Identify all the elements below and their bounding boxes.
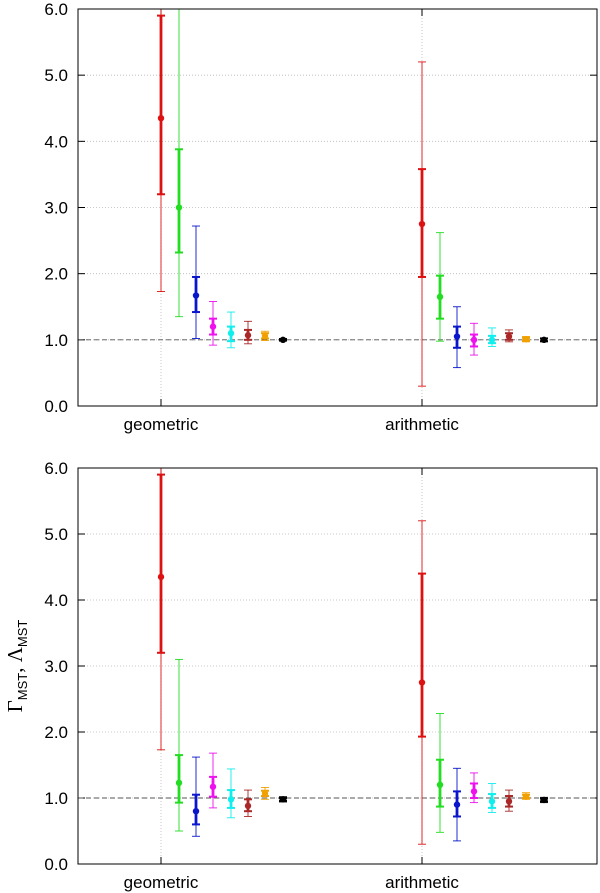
data-point [157, 573, 165, 581]
series-red-geometric [157, 9, 165, 292]
plot-frame [77, 8, 598, 407]
y-tick-label: 1.0 [44, 789, 68, 808]
data-point [418, 220, 426, 228]
series-brown-arithmetic [505, 789, 513, 812]
y-tick-label: 0.0 [44, 855, 68, 874]
data-point [279, 796, 287, 803]
series-cyan-geometric [227, 768, 235, 819]
series-brown-arithmetic [505, 329, 513, 343]
plot-frame [77, 467, 598, 865]
y-tick-label: 2.0 [44, 265, 68, 284]
data-point [488, 798, 496, 805]
y-tick-label: 4.0 [44, 591, 68, 610]
y-tick-label: 2.0 [44, 723, 68, 742]
series-magenta-arithmetic [470, 772, 478, 804]
category-label-geometric: geometric [124, 873, 199, 892]
series-orange-arithmetic [522, 792, 530, 800]
data-point [244, 332, 252, 339]
series-brown-geometric [244, 789, 252, 817]
series-cyan-arithmetic [488, 783, 496, 813]
series-green-arithmetic [436, 713, 444, 833]
series-black-geometric [279, 336, 287, 344]
data-point [244, 802, 252, 810]
y-tick-label: 5.0 [44, 525, 68, 544]
series-blue-geometric [192, 225, 200, 339]
series-orange-geometric [261, 786, 269, 800]
series-red-arithmetic [418, 61, 426, 387]
category-label-arithmetic: arithmetic [385, 415, 459, 434]
series-magenta-geometric [209, 301, 217, 346]
series-magenta-arithmetic [470, 322, 478, 356]
panel-1: 0.0 1.0 2.0 3.0 4.0 5.0 6.0 geometric arithmetic [44, 0, 598, 434]
y-tick-label: 5.0 [44, 66, 68, 85]
series-blue-geometric [192, 756, 200, 837]
category-label-geometric: geometric [124, 415, 199, 434]
data-point [192, 292, 200, 299]
series-green-geometric [175, 658, 183, 832]
data-point [470, 336, 478, 344]
data-point [540, 796, 548, 804]
data-point [436, 293, 444, 301]
data-point [540, 336, 548, 344]
series-green-arithmetic [436, 232, 444, 342]
series-blue-arithmetic [453, 306, 461, 369]
series-cyan-geometric [227, 311, 235, 349]
data-point [209, 783, 217, 790]
data-point [227, 330, 235, 337]
series-blue-arithmetic [453, 767, 461, 842]
series-red-geometric [157, 468, 165, 751]
data-point [192, 808, 200, 815]
data-point [522, 793, 530, 800]
series-black-arithmetic [540, 796, 548, 804]
data-point [522, 335, 530, 343]
data-point [175, 204, 183, 211]
series-magenta-geometric [209, 752, 217, 809]
y-tick-label: 6.0 [44, 459, 68, 478]
data-point [261, 790, 269, 797]
series-green-geometric [175, 9, 183, 318]
data-point [505, 333, 513, 340]
series-cyan-arithmetic [488, 327, 496, 347]
data-point [209, 323, 217, 330]
series-orange-geometric [261, 330, 269, 341]
data-point [418, 679, 426, 686]
data-point [453, 333, 461, 340]
data-point [279, 336, 287, 344]
y-axis-label: ΓMST, ΛMST [3, 620, 30, 713]
y-tick-label: 3.0 [44, 657, 68, 676]
data-point [261, 332, 269, 340]
data-point [505, 798, 513, 805]
series-black-arithmetic [540, 336, 548, 344]
data-point [470, 788, 478, 795]
series-red-arithmetic [418, 520, 426, 845]
data-point [436, 781, 444, 788]
y-tick-label: 0.0 [44, 397, 68, 416]
series-black-geometric [279, 796, 287, 803]
y-tick-label: 3.0 [44, 199, 68, 218]
series-orange-arithmetic [522, 335, 530, 343]
series-brown-geometric [244, 320, 252, 345]
data-point [227, 796, 235, 803]
y-tick-label: 4.0 [44, 132, 68, 151]
data-point [157, 114, 165, 122]
data-point [488, 336, 496, 344]
y-tick-label: 1.0 [44, 331, 68, 350]
panel-2: 0.0 1.0 2.0 3.0 4.0 5.0 6.0 geometric arithmetic… [3, 459, 598, 892]
category-label-arithmetic: arithmetic [385, 873, 459, 892]
y-tick-label: 6.0 [44, 0, 68, 19]
data-point [175, 779, 183, 787]
data-point [453, 801, 461, 808]
